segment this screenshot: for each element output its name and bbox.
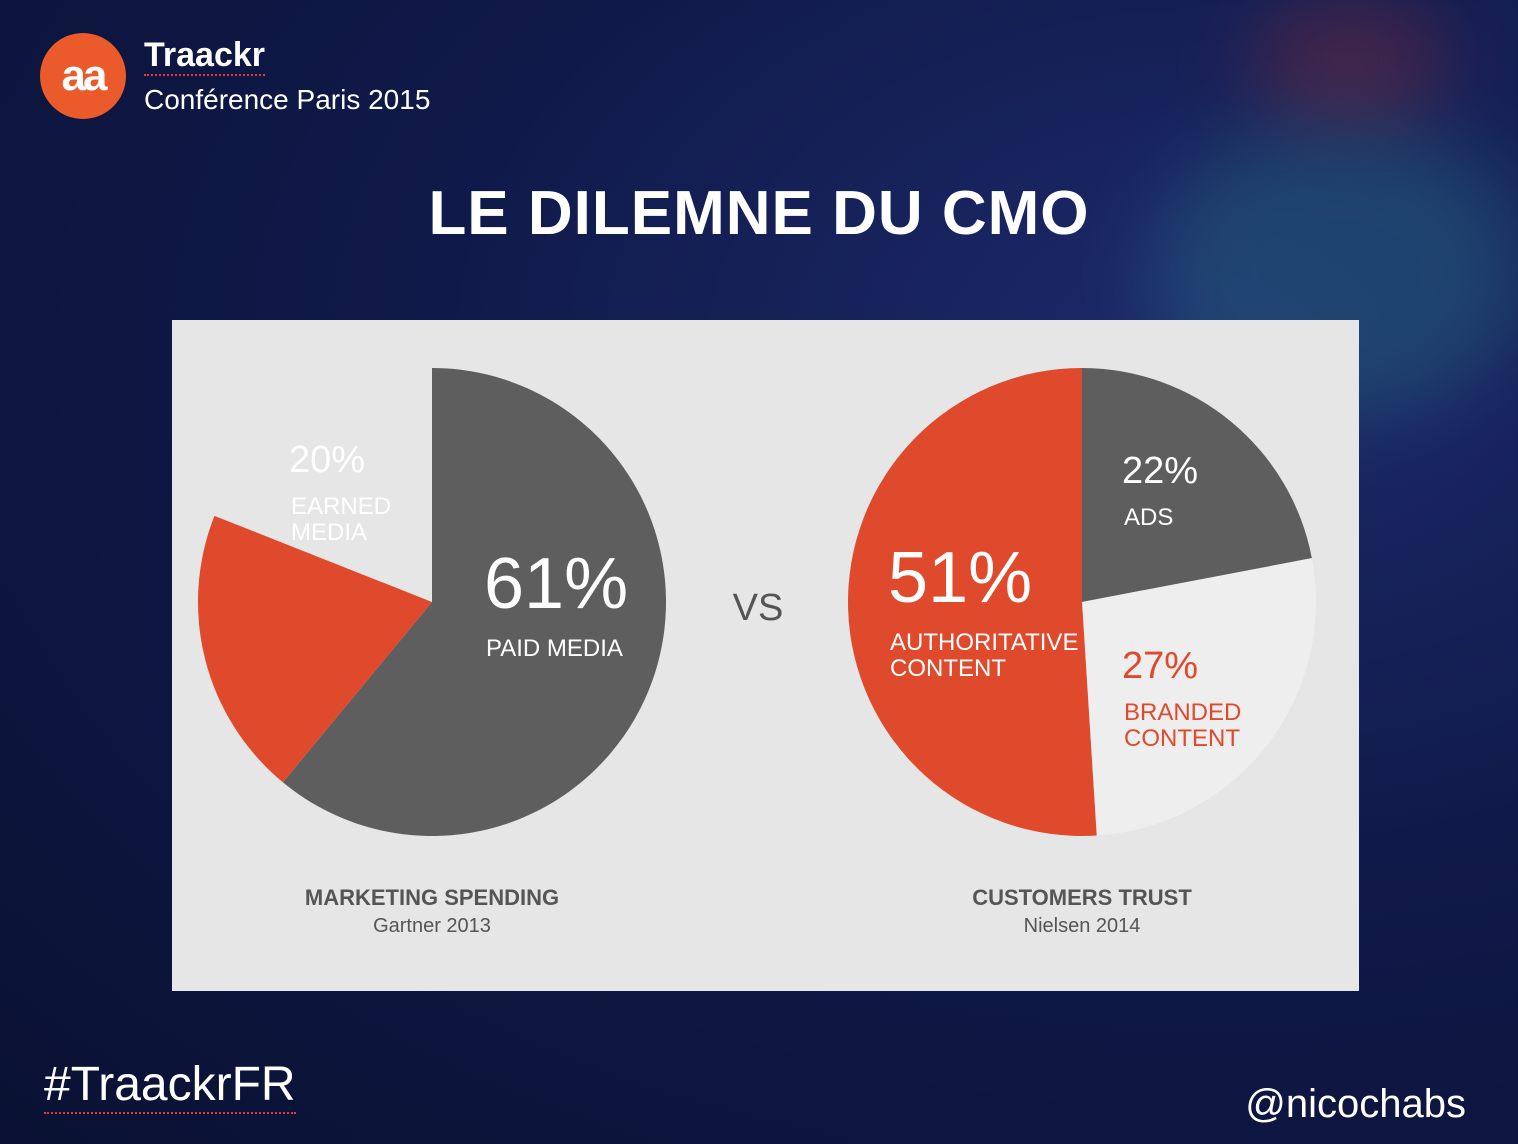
- slice-category-label: PAID MEDIA: [486, 635, 623, 662]
- brand-subtitle: Conférence Paris 2015: [144, 84, 431, 115]
- pie-slice: [1082, 558, 1316, 836]
- slice-value-label: 51%: [888, 538, 1032, 618]
- slice-value-label: 27%: [1122, 645, 1198, 687]
- chart-subtitle: Nielsen 2014: [1024, 915, 1141, 937]
- slice-value-label: 22%: [1122, 450, 1198, 492]
- slice-category-label: BRANDED: [1124, 699, 1241, 726]
- slice-value-label: 20%: [289, 439, 365, 481]
- pie-slice: [848, 368, 1097, 836]
- pie-charts: 61%PAID MEDIA20%EARNEDMEDIA19%OWNEDMEDIA…: [198, 368, 1316, 937]
- slice-category-label: AUTHORITATIVE: [890, 629, 1078, 656]
- chart-panel: 61% PAID MEDIA 20% EARNED MEDIA 19% OWNED MEDIA…: [172, 320, 1359, 991]
- hashtag: #TraackrFR: [44, 1058, 296, 1114]
- brand-header: aa Traackr Conférence Paris 2015: [40, 33, 430, 119]
- slice-category-label: MEDIA: [239, 671, 315, 698]
- pie-slice: [198, 515, 432, 783]
- slice-category-label: ADS: [1124, 504, 1173, 531]
- brand-name: Traackr: [144, 36, 265, 76]
- slice-category-label: CONTENT: [1124, 725, 1240, 752]
- pie-slice: [1082, 368, 1312, 602]
- twitter-handle: @nicochabs: [1245, 1082, 1466, 1126]
- slice-value-label: 19%: [237, 591, 313, 633]
- chart-subtitle: Gartner 2013: [373, 915, 491, 937]
- slice-category-label: CONTENT: [890, 655, 1006, 682]
- slice-category-label: EARNED: [291, 493, 391, 520]
- pie-slice: [282, 368, 666, 836]
- slice-category-label: OWNED: [239, 645, 331, 672]
- slice-value-label: 61%: [484, 544, 628, 624]
- background-glow: [1250, 0, 1450, 120]
- chart-title: MARKETING SPENDING: [305, 885, 559, 910]
- slide-title: LE DILEMNE DU CMO: [428, 179, 1090, 248]
- vs-label: VS: [733, 587, 784, 629]
- traackr-logo: aa: [40, 33, 126, 119]
- chart-title: CUSTOMERS TRUST: [972, 885, 1192, 910]
- slice-category-label: MEDIA: [291, 519, 367, 546]
